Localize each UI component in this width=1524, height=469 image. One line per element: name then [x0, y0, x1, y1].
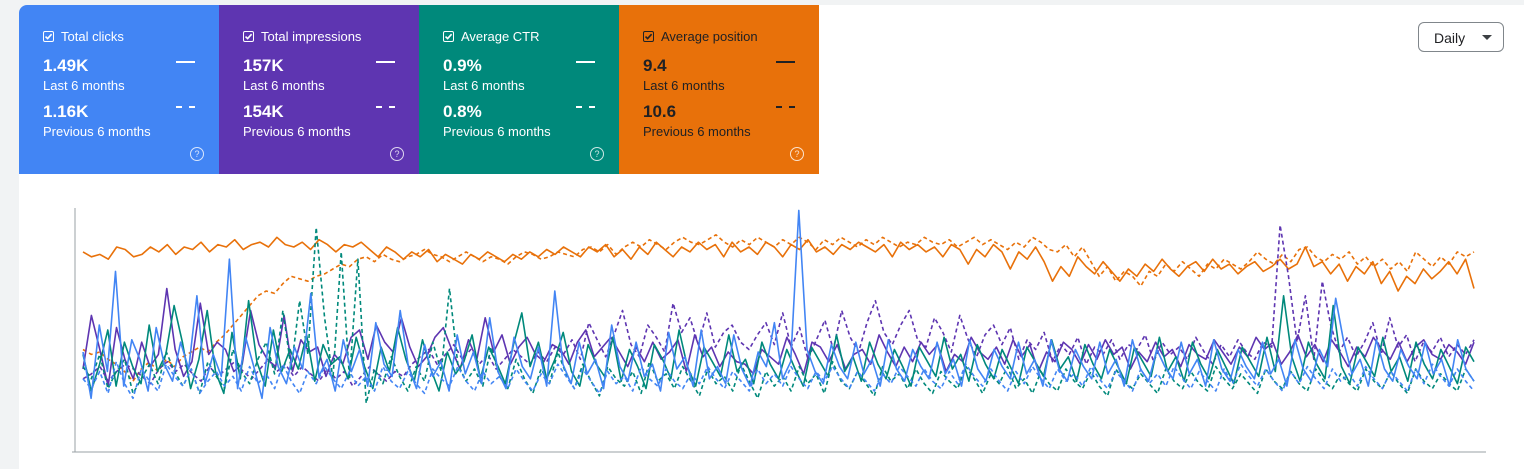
solid-line-legend-icon [776, 61, 795, 63]
card-title: Average position [661, 29, 758, 44]
previous-period-label: Previous 6 months [243, 124, 351, 139]
card-title: Total clicks [61, 29, 124, 44]
current-period-label: Last 6 months [243, 78, 325, 93]
help-icon[interactable]: ? [390, 147, 404, 161]
card-average-ctr[interactable]: Average CTR 0.9% Last 6 months 0.8% Prev… [419, 5, 619, 174]
previous-period-label: Previous 6 months [443, 124, 551, 139]
previous-value: 154K [243, 102, 284, 121]
dashed-line-legend-icon [176, 106, 195, 108]
previous-period-label: Previous 6 months [43, 124, 151, 139]
current-value: 9.4 [643, 56, 667, 75]
previous-value: 10.6 [643, 102, 677, 121]
checkbox-checked-icon[interactable] [243, 31, 254, 42]
card-average-position[interactable]: Average position 9.4 Last 6 months 10.6 … [619, 5, 819, 174]
solid-line-legend-icon [576, 61, 595, 63]
current-value: 1.49K [43, 56, 89, 75]
previous-value: 0.8% [443, 102, 482, 121]
metric-cards: Total clicks 1.49K Last 6 months 1.16K P… [19, 5, 819, 174]
help-icon[interactable]: ? [190, 147, 204, 161]
solid-line-legend-icon [376, 61, 395, 63]
help-icon[interactable]: ? [590, 147, 604, 161]
current-period-label: Last 6 months [643, 78, 725, 93]
current-value: 0.9% [443, 56, 482, 75]
current-period-label: Last 6 months [443, 78, 525, 93]
help-icon[interactable]: ? [790, 147, 804, 161]
series-layer [82, 209, 1475, 405]
series-line-total-impressions-dashed [82, 224, 1475, 387]
checkbox-checked-icon[interactable] [443, 31, 454, 42]
dashed-line-legend-icon [576, 106, 595, 108]
series-line-total-clicks-solid [82, 209, 1475, 400]
granularity-selected-label: Daily [1434, 30, 1466, 46]
series-line-average-ctr-solid [82, 294, 1475, 395]
card-header: Average position [643, 29, 758, 44]
card-title: Average CTR [461, 29, 540, 44]
caret-down-icon [1482, 35, 1492, 40]
granularity-dropdown[interactable]: Daily [1418, 22, 1504, 52]
dashed-line-legend-icon [776, 106, 795, 108]
checkbox-checked-icon[interactable] [643, 31, 654, 42]
previous-period-label: Previous 6 months [643, 124, 751, 139]
card-header: Average CTR [443, 29, 540, 44]
solid-line-legend-icon [176, 61, 195, 63]
dashed-line-legend-icon [376, 106, 395, 108]
current-period-label: Last 6 months [43, 78, 125, 93]
card-header: Total clicks [43, 29, 124, 44]
series-line-average-position-dashed [82, 234, 1475, 383]
previous-value: 1.16K [43, 102, 89, 121]
current-value: 157K [243, 56, 284, 75]
card-total-impressions[interactable]: Total impressions 157K Last 6 months 154… [219, 5, 419, 174]
checkbox-checked-icon[interactable] [43, 31, 54, 42]
series-line-total-clicks-dashed [82, 360, 1475, 400]
card-header: Total impressions [243, 29, 361, 44]
card-title: Total impressions [261, 29, 362, 44]
series-line-average-position-solid [82, 236, 1475, 292]
card-total-clicks[interactable]: Total clicks 1.49K Last 6 months 1.16K P… [19, 5, 219, 174]
